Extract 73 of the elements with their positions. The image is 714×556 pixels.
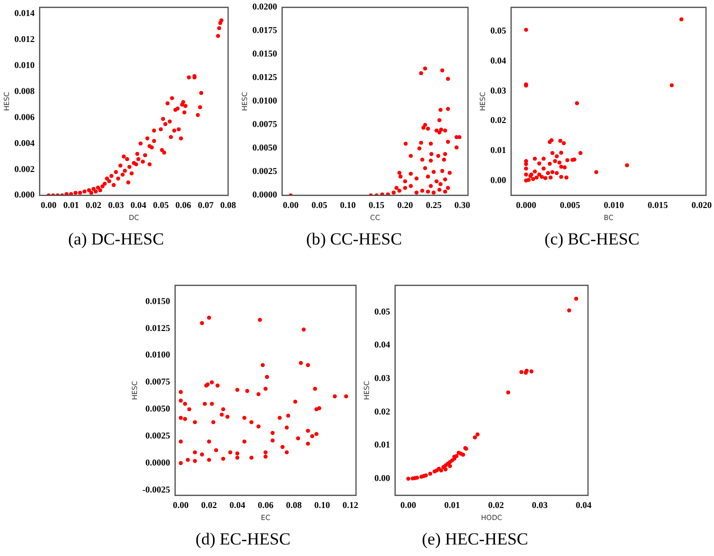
y-tick-label: 0.05 — [374, 306, 391, 316]
y-tick-label: 0.0150 — [252, 48, 278, 59]
x-tick-label: 0.06 — [258, 500, 274, 510]
x-tick-label: 0.005 — [560, 200, 581, 210]
y-tick-label: 0.0075 — [252, 119, 278, 130]
y-tick-label: 0.0025 — [145, 430, 171, 440]
y-tick-label: 0.03 — [490, 85, 507, 96]
y-tick-label: 0.010 — [14, 60, 36, 70]
y-tick-label: 0.000 — [14, 190, 36, 200]
x-tick-label: 0.03 — [532, 500, 548, 510]
y-tick-label: 0.04 — [490, 55, 507, 66]
x-tick-label: 0.00 — [172, 500, 190, 510]
y-tick-label: 0.0000 — [252, 190, 278, 200]
y-tick-label: 0.0100 — [252, 96, 278, 106]
y-tick-label: 0.00 — [374, 473, 391, 484]
y-tick-label: 0.0050 — [252, 142, 278, 153]
x-tick-label: 0.01 — [63, 200, 80, 210]
x-tick-label: 0.10 — [340, 200, 356, 210]
text: (a) DC-HESC — [68, 229, 164, 248]
y-tick-label: 0.004 — [14, 138, 36, 148]
text: (e) HEC-HESC — [422, 529, 528, 548]
y-tick-label: 0.0125 — [145, 322, 171, 333]
y-tick-label: 0.01 — [374, 440, 391, 450]
x-tick-label: 0.04 — [130, 200, 147, 210]
y-tick-label: 0.0175 — [252, 25, 278, 36]
x-tick-label: 0.02 — [201, 500, 218, 510]
text: (c) BC-HESC — [544, 229, 640, 248]
y-tick-label: 0.0100 — [145, 350, 171, 360]
y-tick-label: 0.02 — [374, 406, 391, 416]
y-tick-label: 0.014 — [14, 8, 36, 18]
y-tick-label: 0.0125 — [252, 72, 278, 82]
x-tick-label: 0.01 — [444, 500, 461, 510]
x-tick-label: 0.00 — [400, 500, 417, 510]
x-tick-label: 0.30 — [454, 200, 471, 210]
y-tick-label: 0.0025 — [252, 166, 278, 176]
x-tick-label: 0.000 — [516, 200, 537, 210]
x-tick-label: 0.08 — [220, 200, 236, 210]
x-tick-label: 0.15 — [368, 200, 385, 210]
y-tick-label: 0.0050 — [145, 404, 171, 414]
y-tick-label: 0.05 — [490, 26, 507, 36]
y-tick-label: 0.0000 — [145, 457, 171, 468]
x-tick-label: 0.03 — [108, 200, 124, 210]
x-tick-label: 0.05 — [311, 200, 328, 210]
y-tick-label: 0.04 — [374, 340, 391, 350]
x-tick-label: 0.04 — [576, 500, 592, 510]
x-tick-label: 0.00 — [40, 200, 57, 210]
text: (d) EC-HESC — [196, 529, 290, 548]
y-tick-label: 0.01 — [490, 144, 507, 155]
y-tick-label: -0.0025 — [142, 484, 171, 494]
y-tick-label: 0.0150 — [145, 296, 171, 306]
x-tick-label: 0.00 — [282, 200, 300, 210]
x-tick-label: 0.04 — [229, 500, 246, 510]
x-tick-label: 0.20 — [397, 200, 414, 210]
x-tick-label: 0.06 — [175, 200, 192, 210]
y-tick-label: 0.008 — [14, 86, 36, 96]
y-tick-label: 0.03 — [374, 373, 391, 384]
text: (b) CC-HESC — [306, 229, 402, 248]
x-tick-label: 0.25 — [426, 200, 442, 210]
y-tick-label: 0.02 — [490, 115, 507, 126]
x-tick-label: 0.020 — [691, 200, 712, 210]
x-tick-label: 0.10 — [314, 500, 330, 510]
x-tick-label: 0.07 — [198, 200, 214, 210]
x-tick-label: 0.010 — [604, 200, 624, 210]
x-tick-label: 0.02 — [86, 200, 102, 210]
x-tick-label: 0.015 — [648, 200, 668, 210]
x-tick-label: 0.08 — [286, 500, 302, 510]
y-tick-label: 0.0075 — [145, 376, 171, 387]
y-tick-label: 0.006 — [14, 112, 36, 122]
y-tick-label: 0.002 — [14, 164, 36, 174]
y-tick-label: 0.00 — [490, 174, 507, 185]
x-tick-label: 0.12 — [342, 500, 359, 510]
y-tick-label: 0.0200 — [252, 2, 278, 12]
y-tick-label: 0.012 — [14, 34, 36, 44]
